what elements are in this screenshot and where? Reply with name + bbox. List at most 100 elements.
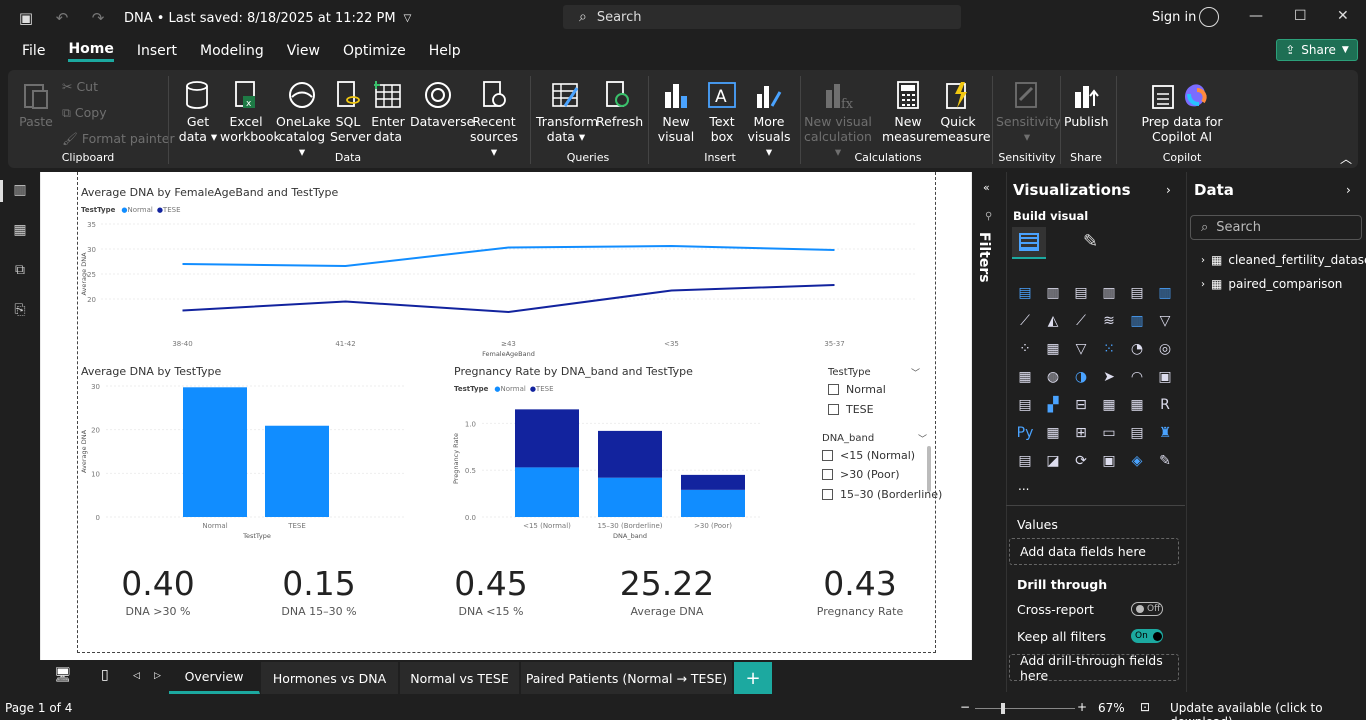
decomposition-tree-icon[interactable]: ⊞ <box>1075 425 1087 441</box>
mobile-layout-icon[interactable]: ▯ <box>101 667 109 683</box>
slicer-item-normal[interactable]: Normal <box>828 383 886 396</box>
recent-sources-button[interactable]: Recent sources ▾ <box>468 78 520 159</box>
sensitivity-button[interactable]: Sensitivity ▾ <box>996 78 1061 144</box>
publish-button[interactable]: Publish <box>1064 78 1109 129</box>
filters-pane-collapsed[interactable] <box>972 172 1005 660</box>
map-icon[interactable]: ◍ <box>1046 369 1060 385</box>
desktop-layout-icon[interactable]: 🖥 <box>54 667 72 683</box>
filled-map-icon[interactable]: ◑ <box>1074 369 1088 385</box>
dax-query-icon[interactable]: ⎘ <box>14 302 26 318</box>
more-visuals-button[interactable]: More visuals ▾ <box>744 78 794 159</box>
ribbon-chart-icon[interactable]: ≋ <box>1103 313 1115 329</box>
search-input[interactable]: ⌕ Search <box>563 5 961 29</box>
multirow-card-icon[interactable]: ▤ <box>1018 397 1032 413</box>
slicer-item-gt30[interactable]: >30 (Poor) <box>822 468 900 481</box>
100pct-bar-icon[interactable]: ▤ <box>1130 285 1144 301</box>
narrative-icon[interactable]: ▤ <box>1130 425 1144 441</box>
azure-map-icon[interactable]: ➤ <box>1103 369 1115 385</box>
zoom-slider[interactable] <box>975 708 1075 709</box>
share-button[interactable]: ⇪ Share ▼ <box>1276 39 1358 61</box>
slicer-scrollbar[interactable] <box>927 446 931 492</box>
copy-button[interactable]: ⧉ Copy <box>62 105 107 120</box>
format-painter-button[interactable]: 🖌 Format painter <box>62 131 175 146</box>
power-automate-icon[interactable]: ⟳ <box>1075 453 1087 469</box>
metrics-icon[interactable]: ▣ <box>1102 453 1116 469</box>
pie-icon[interactable]: ◔ <box>1130 341 1144 357</box>
zoom-in-icon[interactable]: + <box>1077 700 1088 714</box>
menu-help[interactable]: Help <box>428 43 461 59</box>
menu-file[interactable]: File <box>22 43 46 59</box>
sign-in-link[interactable]: Sign in <box>1152 10 1197 25</box>
data-search-input[interactable]: ⌕ Search <box>1190 215 1362 240</box>
matrix-icon[interactable]: ▦ <box>1046 341 1060 357</box>
funnel-alt-icon[interactable]: ▽ <box>1075 341 1087 357</box>
add-data-fields-well[interactable]: Add data fields here <box>1009 538 1179 565</box>
scatter-icon[interactable]: ⁘ <box>1019 341 1031 357</box>
prep-data-copilot-button[interactable]: Prep data for Copilot AI <box>1120 78 1244 144</box>
maximize-icon[interactable]: ☐ <box>1294 8 1307 24</box>
python-icon[interactable]: Py <box>1016 425 1034 441</box>
tab-normal-vs-tese[interactable]: Normal vs TESE <box>400 662 520 694</box>
save-icon[interactable]: ▣ <box>18 9 34 27</box>
diamond-icon[interactable]: ◈ <box>1131 453 1143 469</box>
qa-icon[interactable]: ▭ <box>1102 425 1116 441</box>
clustered-bar-icon[interactable]: ▤ <box>1074 285 1088 301</box>
tab-overview[interactable]: Overview <box>169 662 260 694</box>
funnel-icon[interactable]: ▽ <box>1159 313 1171 329</box>
collapse-data-icon[interactable]: › <box>1346 183 1351 197</box>
minimize-icon[interactable]: — <box>1249 8 1263 24</box>
menu-modeling[interactable]: Modeling <box>200 43 264 59</box>
sql-server-button[interactable]: SQL Server <box>330 78 371 144</box>
copilot-visual-icon[interactable]: ✎ <box>1159 453 1171 469</box>
paginated-icon[interactable]: ▤ <box>1018 453 1032 469</box>
document-title[interactable]: DNA • Last saved: 8/18/2025 at 11:22 PM <box>124 10 396 26</box>
table-view-icon[interactable]: ▦ <box>13 222 27 238</box>
expand-filters-icon[interactable]: « <box>983 181 990 194</box>
key-influencers-icon[interactable]: ▦ <box>1046 425 1060 441</box>
chevron-down-icon[interactable]: ▽ <box>403 12 412 24</box>
menu-home[interactable]: Home <box>68 41 114 62</box>
build-visual-tab[interactable] <box>1012 227 1046 259</box>
filters-label[interactable]: Filters <box>976 232 992 283</box>
menu-optimize[interactable]: Optimize <box>342 43 406 59</box>
chevron-down-icon[interactable]: ﹀ <box>918 435 928 445</box>
power-apps-icon[interactable]: ◪ <box>1046 453 1060 469</box>
area-chart-icon[interactable]: ◭ <box>1047 313 1059 329</box>
keep-filters-toggle[interactable]: On <box>1131 629 1163 643</box>
new-measure-button[interactable]: New measure <box>882 78 937 144</box>
card-icon[interactable]: ▣ <box>1158 369 1172 385</box>
add-page-button[interactable]: + <box>734 662 772 694</box>
clustered-column-icon[interactable]: ▥ <box>1102 285 1116 301</box>
matrix-grid-icon[interactable]: ▦ <box>1130 397 1144 413</box>
format-visual-icon[interactable]: ✎ <box>1083 231 1099 252</box>
paste-button[interactable]: Paste <box>14 78 58 129</box>
refresh-button[interactable]: Refresh <box>596 78 643 129</box>
line-chart-icon[interactable]: ⟋ <box>1020 313 1030 329</box>
stacked-column-icon[interactable]: ▥ <box>1046 285 1060 301</box>
onelake-catalog-button[interactable]: OneLake catalog ▾ <box>276 78 331 159</box>
report-view-icon[interactable]: ▥ <box>13 182 27 198</box>
100pct-column-icon[interactable]: ▥ <box>1158 285 1172 301</box>
zoom-slider-thumb[interactable] <box>1001 703 1005 714</box>
table-item[interactable]: › ▦ paired_comparison <box>1201 277 1343 291</box>
add-drill-through-well[interactable]: Add drill-through fields here <box>1009 653 1179 683</box>
update-available-link[interactable]: Update available (click to download) <box>1170 701 1323 720</box>
model-view-icon[interactable]: ⧉ <box>15 262 25 278</box>
quick-measure-button[interactable]: Quick measure <box>936 78 991 144</box>
text-box-button[interactable]: A Text box <box>702 78 742 144</box>
tab-paired-patients[interactable]: Paired Patients (Normal → TESE) <box>521 662 733 694</box>
tab-hormones-vs-dna[interactable]: Hormones vs DNA <box>261 662 399 694</box>
treemap-icon[interactable]: ▦ <box>1018 369 1032 385</box>
collapse-viz-icon[interactable]: › <box>1166 183 1171 197</box>
get-data-button[interactable]: Get data ▾ <box>176 78 220 144</box>
line-column-icon[interactable]: ⟋ <box>1076 313 1086 329</box>
redo-icon[interactable]: ↷ <box>91 9 105 27</box>
fit-page-icon[interactable]: ⊡ <box>1140 700 1151 714</box>
waterfall-icon[interactable]: ▥ <box>1130 313 1144 329</box>
excel-workbook-button[interactable]: x Excel workbook <box>220 78 281 144</box>
cut-button[interactable]: ✂ Cut <box>62 79 99 94</box>
menu-view[interactable]: View <box>286 43 320 59</box>
table-icon[interactable]: ▦ <box>1102 397 1116 413</box>
donut-icon[interactable]: ◎ <box>1158 341 1172 357</box>
slicer-icon[interactable]: ⊟ <box>1075 397 1087 413</box>
